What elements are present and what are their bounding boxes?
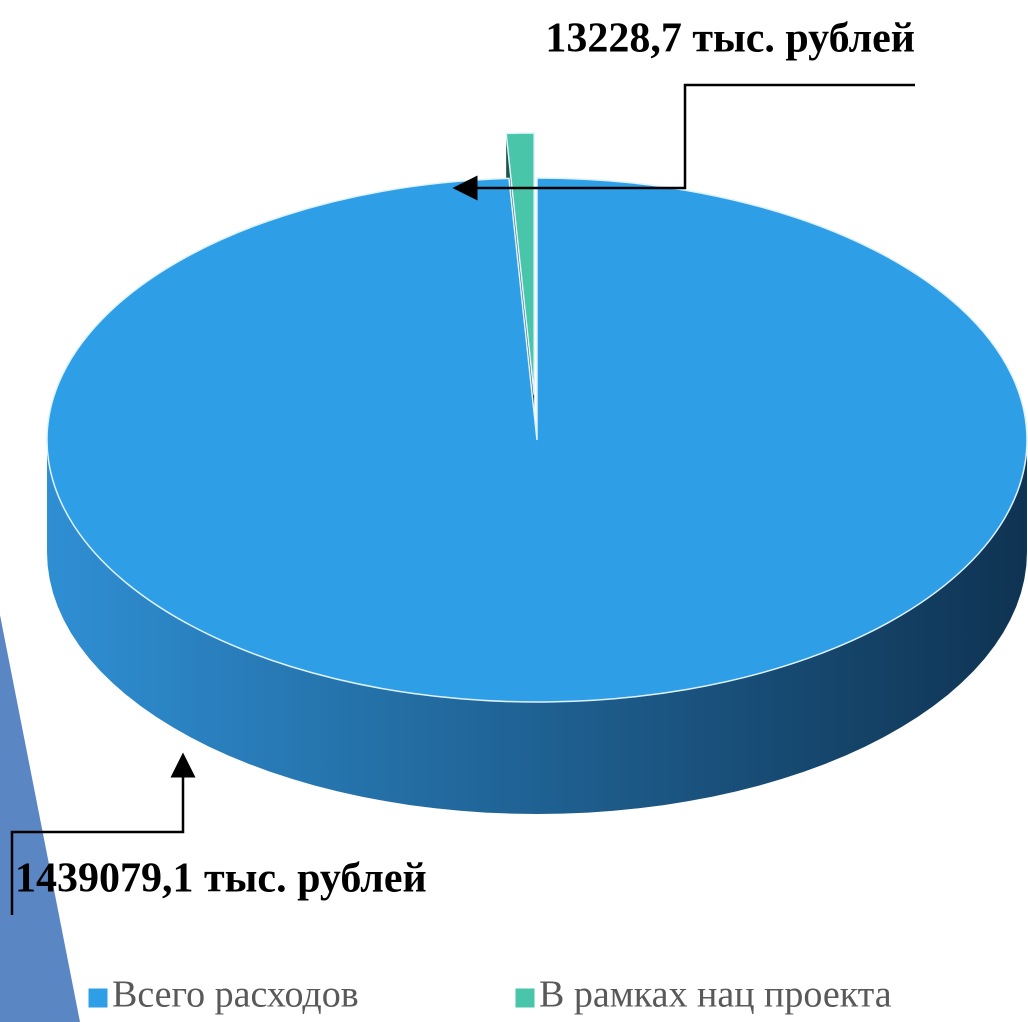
decor-strip xyxy=(0,615,80,1022)
leader-lines xyxy=(10,83,915,915)
legend-label: Всего расходов xyxy=(112,974,359,1016)
data-label: 13228,7 тыс. рублей xyxy=(545,16,915,62)
legend-swatch xyxy=(87,987,109,1009)
data-label: 1439079,1 тыс. рублей xyxy=(15,856,427,902)
slice xyxy=(46,177,1028,703)
legend-label: В рамках нац проекта xyxy=(539,974,892,1016)
legend: Всего расходов В рамках нац проекта xyxy=(87,974,892,1016)
legend-swatch xyxy=(514,987,536,1009)
slice xyxy=(505,132,535,396)
pie xyxy=(46,132,1028,814)
slice-side xyxy=(47,440,1027,814)
